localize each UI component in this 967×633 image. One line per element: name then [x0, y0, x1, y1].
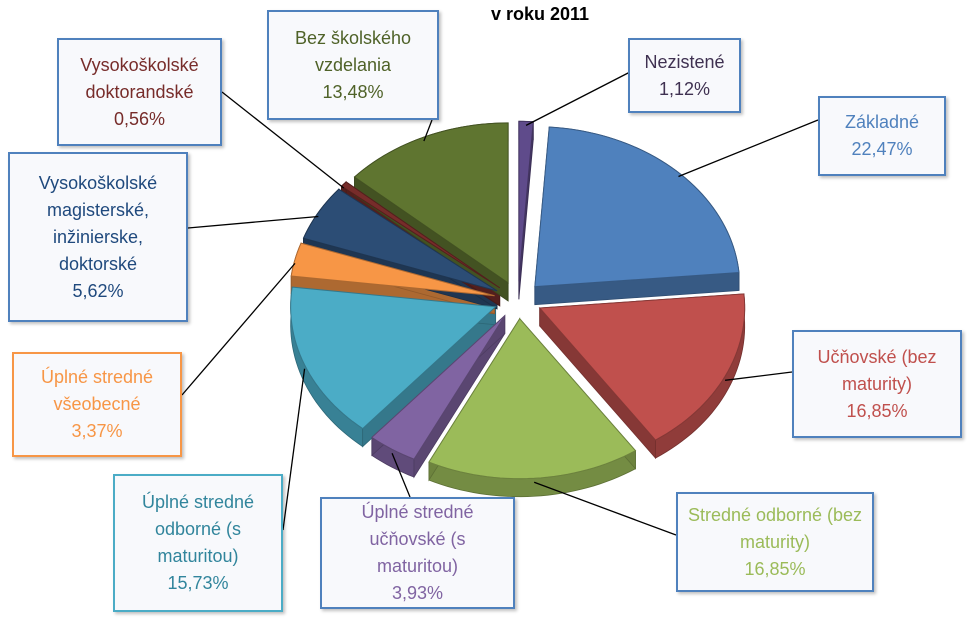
slice: [428, 317, 637, 480]
data-label: Úplné stredné učňovské (s maturitou) 3,93…: [320, 497, 515, 609]
slice: [290, 242, 495, 297]
category-label: Úplné stredné všeobecné: [40, 367, 154, 414]
leader-line: [187, 215, 319, 229]
slice: [518, 120, 534, 282]
slice: [353, 122, 509, 284]
leader-line: [525, 71, 631, 126]
value-label: 0,56%: [113, 108, 166, 129]
slice: [371, 315, 506, 460]
category-label: Učňovské (bez maturity): [817, 346, 937, 394]
value-label: 15,73%: [167, 573, 229, 593]
category-label: Vysokoškolské magisterské, inžinierske, …: [38, 172, 158, 274]
category-label: Úplné stredné učňovské (s maturitou): [361, 502, 474, 576]
data-label: Vysokoškolské magisterské, inžinierske, …: [8, 152, 188, 322]
leader-line: [221, 91, 345, 189]
leader-line: [391, 453, 411, 498]
chart-title: v roku 2011: [490, 4, 590, 24]
value-label: 22,47%: [851, 139, 913, 159]
data-label: Nezistené 1,12%: [628, 38, 741, 113]
slice: [538, 293, 746, 441]
category-label: Bez školského vzdelania: [294, 27, 412, 75]
value-label: 5,62%: [72, 280, 124, 301]
data-label: Bez školského vzdelania 13,48%: [267, 10, 439, 120]
leader-line: [724, 371, 793, 381]
data-label: Základné 22,47%: [818, 96, 946, 176]
leader-line: [533, 481, 677, 536]
category-label: Vysokoškolské doktorandské: [80, 54, 199, 102]
data-label: Úplné stredné všeobecné 3,37%: [12, 352, 182, 457]
value-label: 16,85%: [846, 400, 908, 421]
data-label: Vysokoškolské doktorandské 0,56%: [57, 38, 222, 146]
category-label: Nezistené: [644, 51, 725, 72]
category-label: Základné: [844, 112, 920, 132]
leader-line: [181, 262, 296, 396]
slice: [534, 126, 740, 288]
value-label: 3,93%: [391, 583, 444, 603]
leader-line: [282, 368, 306, 531]
leader-line: [678, 119, 819, 178]
category-label: Stredné odborné (bez maturity): [687, 504, 863, 552]
data-label: Učňovské (bez maturity) 16,85%: [792, 330, 962, 438]
data-label: Úplné stredné odborné (s maturitou) 15,73…: [113, 474, 283, 612]
slice: [302, 188, 498, 292]
value-label: 13,48%: [322, 81, 384, 102]
slice: [290, 286, 497, 430]
value-label: 16,85%: [744, 558, 806, 579]
slice: [340, 181, 501, 289]
value-label: 1,12%: [658, 78, 711, 99]
data-label: Stredné odborné (bez maturity) 16,85%: [676, 492, 874, 592]
category-label: Úplné stredné odborné (s maturitou): [141, 492, 255, 566]
leader-line: [423, 119, 433, 142]
value-label: 3,37%: [71, 421, 123, 441]
